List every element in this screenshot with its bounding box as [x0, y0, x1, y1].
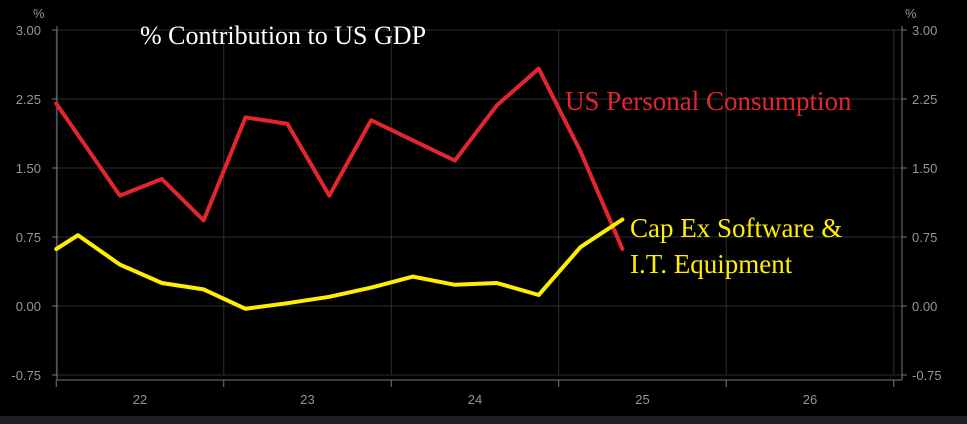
right-ytick-label: 1.50: [912, 161, 937, 176]
left-ytick-label: 2.25: [16, 92, 41, 107]
series-line-capex-software-it: [54, 217, 625, 311]
axes: % % 3.00 3.00 2.25 2.25 1.50 1.50 0.75 0.75 0.00…: [11, 6, 941, 407]
xtick-label: 26: [803, 392, 817, 407]
annotation-personal-consumption: US Personal Consumption: [565, 86, 852, 116]
chart-title: % Contribution to US GDP: [140, 21, 426, 50]
left-ytick-label: 0.00: [16, 299, 41, 314]
annotation-line: Cap Ex Software &: [630, 213, 842, 243]
right-ytick-label: -0.75: [912, 368, 942, 383]
annotation-capex-software-it: Cap Ex Software & I.T. Equipment: [630, 213, 842, 279]
left-ytick-label: 1.50: [16, 161, 41, 176]
series-annotations: US Personal Consumption Cap Ex Software &…: [565, 86, 852, 279]
bottom-band: [0, 416, 967, 424]
left-ytick-label: 0.75: [16, 230, 41, 245]
annotation-line: US Personal Consumption: [565, 86, 852, 116]
left-ytick-label: 3.00: [16, 23, 41, 38]
right-axis-unit: %: [905, 6, 917, 21]
grid-lines: [55, 29, 902, 376]
xtick-label: 23: [300, 392, 314, 407]
xtick-label: 24: [468, 392, 482, 407]
left-ytick-label: -0.75: [11, 368, 41, 383]
left-axis-unit: %: [33, 6, 45, 21]
series-lines: [54, 66, 625, 311]
series-line-personal-consumption: [54, 66, 625, 251]
xtick-label: 22: [133, 392, 147, 407]
xtick-label: 25: [635, 392, 649, 407]
right-ytick-label: 0.75: [912, 230, 937, 245]
right-ytick-label: 2.25: [912, 92, 937, 107]
right-ytick-label: 3.00: [912, 23, 937, 38]
annotation-line: I.T. Equipment: [630, 249, 793, 279]
right-ytick-label: 0.00: [912, 299, 937, 314]
